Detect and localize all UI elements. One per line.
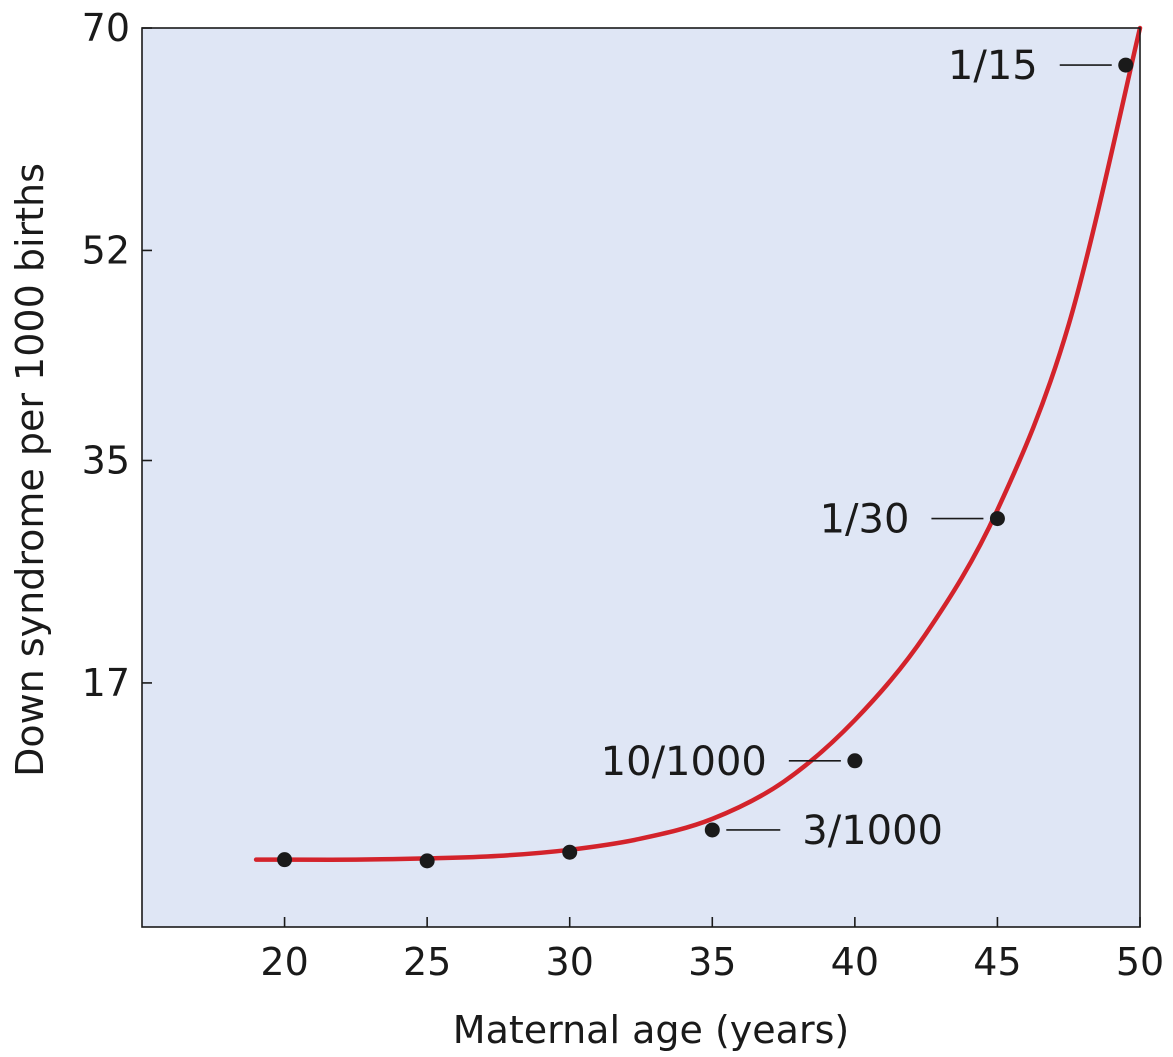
plot-frame: [141, 27, 1141, 928]
x-tick-label: 40: [831, 940, 879, 984]
x-axis-ticks: 20 25 30 35 40 45 50: [260, 917, 1164, 984]
annotation-label: 1/30: [820, 497, 910, 543]
x-tick-label: 45: [973, 940, 1021, 984]
y-axis-ticks: 17 35 52 70: [82, 6, 152, 705]
y-tick-label: 17: [82, 661, 130, 705]
annotation-label: 1/15: [948, 43, 1038, 89]
data-point: [989, 511, 1005, 527]
y-axis-title: Down syndrome per 1000 births: [8, 163, 52, 777]
y-tick-label: 70: [82, 6, 130, 50]
y-tick-label: 52: [82, 228, 130, 272]
data-point: [847, 753, 863, 769]
y-tick-label: 35: [82, 439, 130, 483]
x-tick-label: 20: [260, 940, 308, 984]
annotation-label: 10/1000: [601, 739, 767, 785]
x-axis-title: Maternal age (years): [453, 1008, 849, 1052]
annotation-label: 3/1000: [802, 808, 943, 854]
data-point: [419, 853, 435, 869]
x-tick-label: 35: [688, 940, 736, 984]
x-tick-label: 30: [546, 940, 594, 984]
data-point: [562, 844, 578, 860]
series-line: [253, 25, 1143, 862]
data-point: [277, 852, 293, 868]
annotations: 3/1000 10/1000 1/30 1/15: [601, 43, 1112, 854]
data-point: [1118, 57, 1134, 73]
data-point: [704, 822, 720, 838]
x-tick-label: 50: [1116, 940, 1164, 984]
x-tick-label: 25: [403, 940, 451, 984]
plot-area: [142, 28, 1140, 927]
data-points: [277, 57, 1134, 869]
